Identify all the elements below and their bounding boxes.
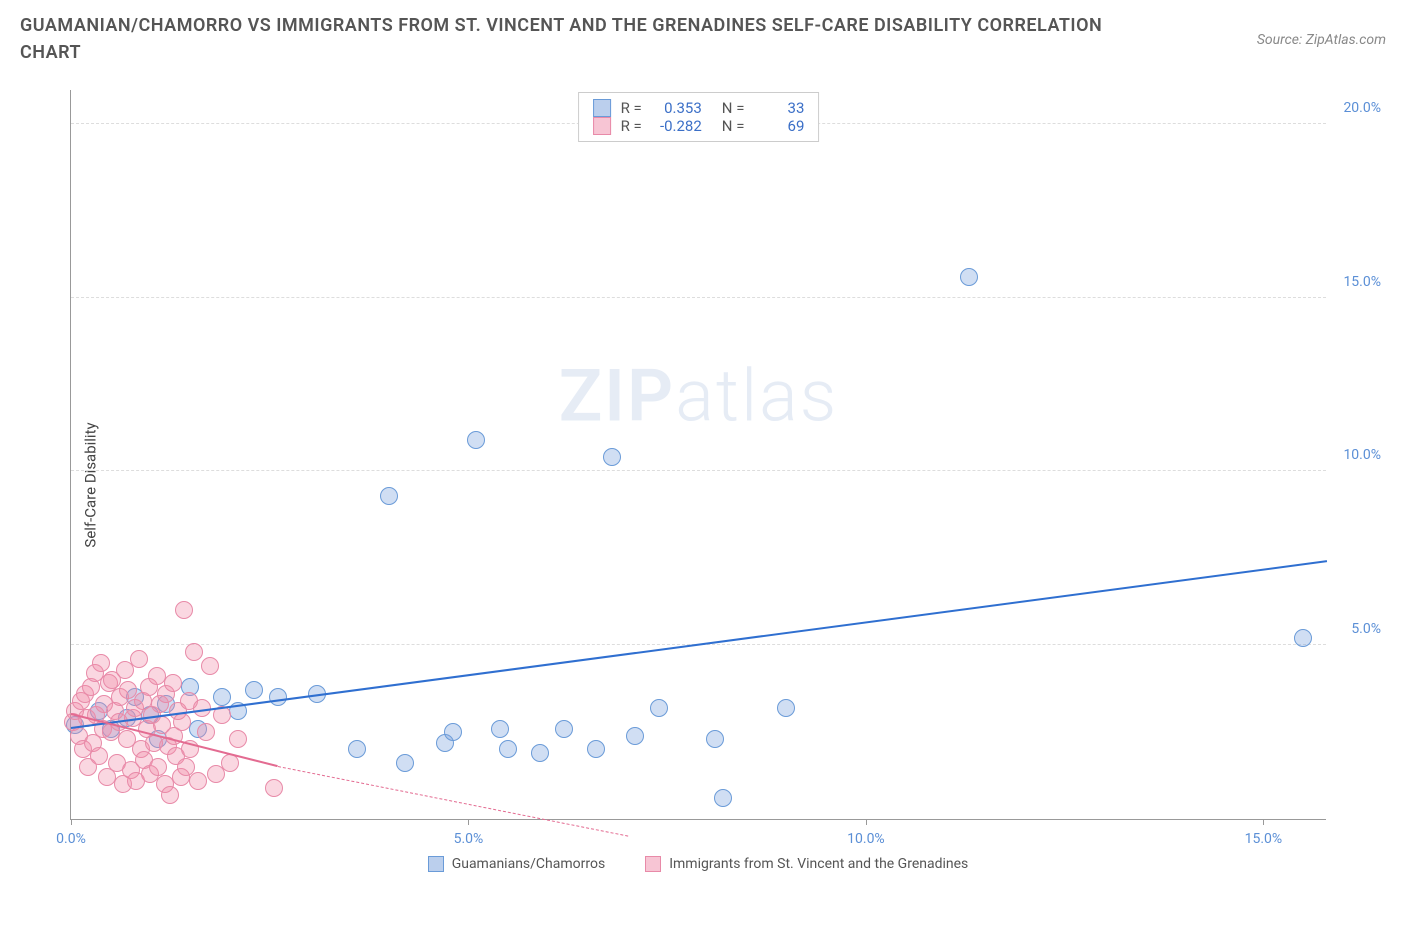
stat-n-label: N = — [722, 117, 745, 135]
data-point — [149, 758, 167, 776]
legend-swatch — [645, 856, 661, 872]
trend-line — [278, 766, 628, 837]
x-tick — [1263, 819, 1264, 825]
data-point — [626, 727, 644, 745]
x-tick-label: 10.0% — [847, 831, 885, 847]
data-point — [164, 674, 182, 692]
data-point — [467, 431, 485, 449]
gridline — [71, 297, 1326, 298]
stat-n-value: 69 — [754, 117, 804, 135]
stats-row: R = 0.353 N = 33 — [593, 99, 805, 117]
stats-legend-box: R = 0.353 N = 33 R = -0.282 N = 69 — [578, 92, 820, 142]
y-tick-label: 10.0% — [1343, 447, 1381, 463]
data-point — [173, 713, 191, 731]
data-point — [213, 688, 231, 706]
legend-item: Guamanians/Chamorros — [428, 856, 606, 872]
data-point — [90, 747, 108, 765]
data-point — [603, 448, 621, 466]
stat-r-value: 0.353 — [652, 99, 702, 117]
chart-title: GUAMANIAN/CHAMORRO VS IMMIGRANTS FROM ST… — [20, 12, 1120, 66]
data-point — [650, 699, 668, 717]
data-point — [444, 723, 462, 741]
legend-label: Guamanians/Chamorros — [452, 856, 606, 872]
x-tick — [468, 819, 469, 825]
scatter-plot: ZIPatlas R =0.353N =33R =-0.282N =69 5.0… — [70, 90, 1326, 820]
data-point — [396, 754, 414, 772]
data-point — [161, 786, 179, 804]
data-point — [499, 740, 517, 758]
data-point — [491, 720, 509, 738]
data-point — [229, 730, 247, 748]
data-point — [587, 740, 605, 758]
x-tick-label: 15.0% — [1245, 831, 1283, 847]
data-point — [265, 779, 283, 797]
data-point — [531, 744, 549, 762]
data-point — [185, 643, 203, 661]
data-point — [92, 654, 110, 672]
stat-n-label: N = — [722, 99, 745, 117]
y-tick-label: 5.0% — [1351, 621, 1381, 637]
gridline — [71, 470, 1326, 471]
data-point — [706, 730, 724, 748]
data-point — [189, 772, 207, 790]
series-legend: Guamanians/Chamorros Immigrants from St. … — [70, 856, 1326, 872]
x-tick — [71, 819, 72, 825]
data-point — [269, 688, 287, 706]
y-tick-label: 20.0% — [1343, 100, 1381, 116]
stat-r-label: R = — [621, 117, 642, 135]
data-point — [348, 740, 366, 758]
stat-r-label: R = — [621, 99, 642, 117]
data-point — [714, 789, 732, 807]
data-point — [380, 487, 398, 505]
stats-swatch — [593, 117, 611, 135]
watermark: ZIPatlas — [559, 354, 839, 439]
data-point — [201, 657, 219, 675]
data-point — [245, 681, 263, 699]
stat-r-value: -0.282 — [652, 117, 702, 135]
legend-label: Immigrants from St. Vincent and the Gren… — [669, 856, 968, 872]
legend-swatch — [428, 856, 444, 872]
data-point — [960, 268, 978, 286]
stats-swatch — [593, 99, 611, 117]
data-point — [130, 650, 148, 668]
legend-item: Immigrants from St. Vincent and the Gren… — [645, 856, 968, 872]
data-point — [1294, 629, 1312, 647]
source-attribution: Source: ZipAtlas.com — [1257, 32, 1386, 48]
chart-container: Self-Care Disability ZIPatlas R =0.353N … — [20, 90, 1386, 880]
x-tick — [866, 819, 867, 825]
data-point — [175, 601, 193, 619]
stat-n-value: 33 — [754, 99, 804, 117]
data-point — [221, 754, 239, 772]
stats-row: R = -0.282 N = 69 — [593, 117, 805, 135]
x-tick-label: 0.0% — [56, 831, 86, 847]
data-point — [197, 723, 215, 741]
x-tick-label: 5.0% — [454, 831, 484, 847]
data-point — [555, 720, 573, 738]
y-tick-label: 15.0% — [1343, 274, 1381, 290]
data-point — [777, 699, 795, 717]
